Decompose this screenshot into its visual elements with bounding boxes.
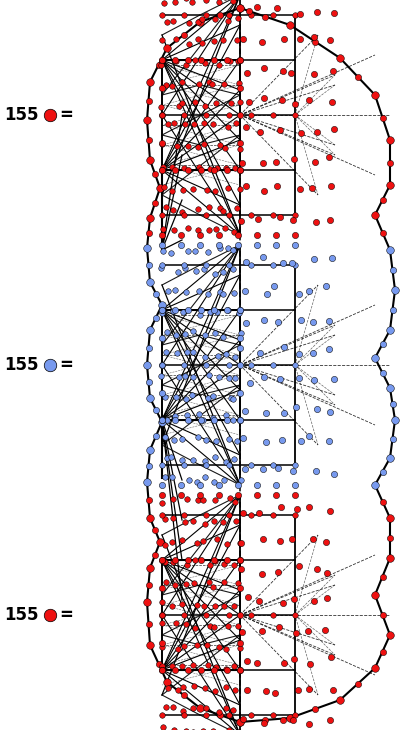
Text: 155: 155	[4, 106, 38, 124]
Text: =: =	[59, 106, 73, 124]
Text: =: =	[59, 356, 73, 374]
Text: =: =	[59, 606, 73, 624]
Text: 155: 155	[4, 356, 38, 374]
Text: 155: 155	[4, 606, 38, 624]
